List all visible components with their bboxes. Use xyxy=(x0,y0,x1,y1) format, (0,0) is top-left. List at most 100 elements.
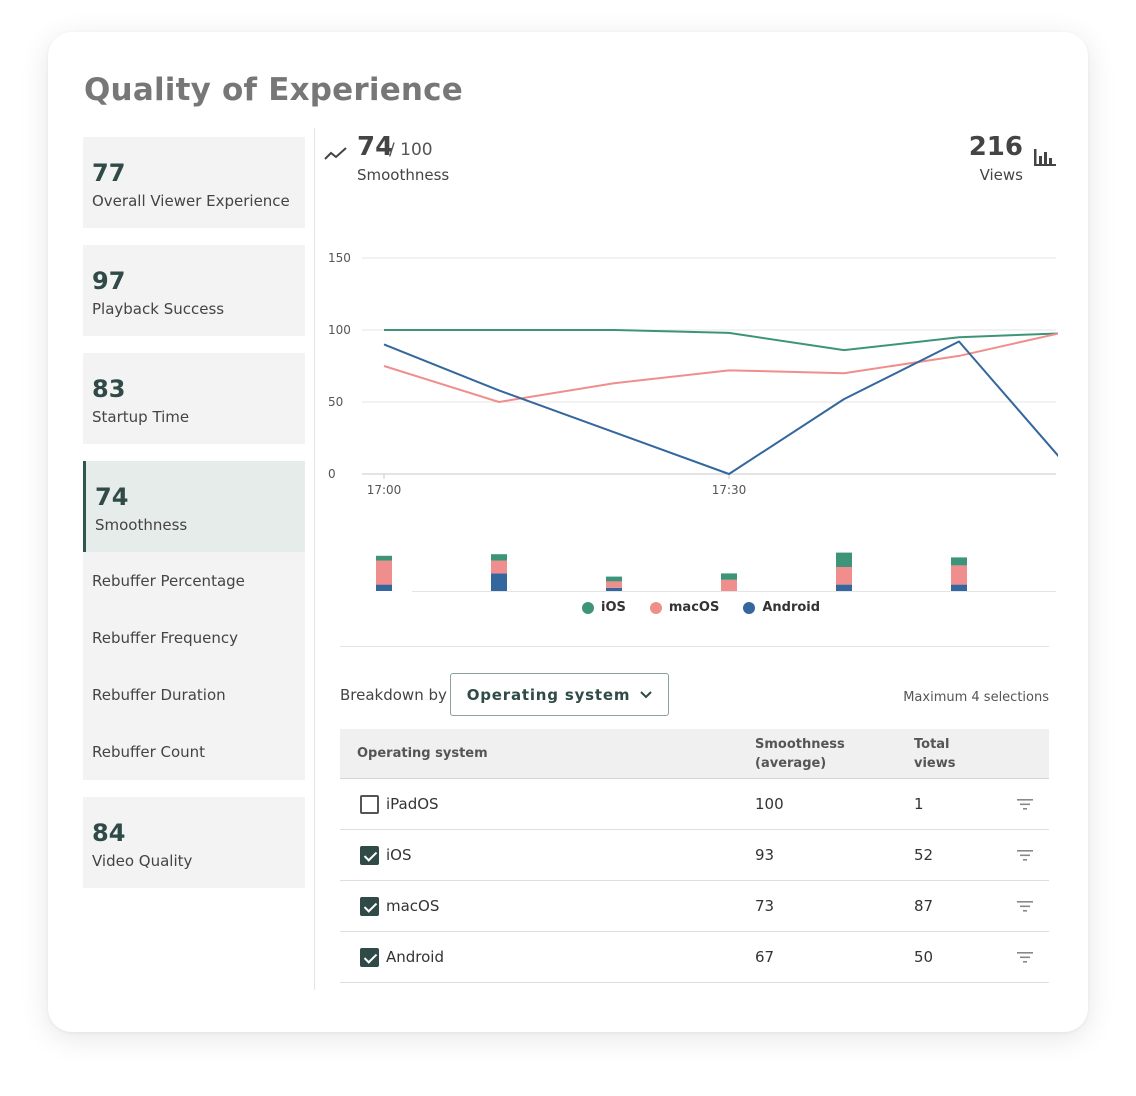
breakdown-dropdown[interactable]: Operating system xyxy=(450,673,669,716)
stacked-bar-ios xyxy=(606,576,622,582)
row-os-name: iPadOS xyxy=(386,795,439,813)
legend-dot xyxy=(743,601,756,614)
stacked-bar-macos xyxy=(951,565,967,585)
sidebar-card-value: 77 xyxy=(92,159,126,187)
stacked-bar-ios xyxy=(376,555,392,561)
series-line-macos xyxy=(383,332,1058,403)
y-tick-label: 150 xyxy=(328,251,351,265)
header-operating-system[interactable]: Operating system xyxy=(357,746,488,761)
sidebar-item-rebuffer-frequency[interactable]: Rebuffer Frequency xyxy=(92,629,238,647)
views-value: 216 xyxy=(968,132,1023,162)
row-smoothness: 100 xyxy=(755,795,784,813)
row-checkbox[interactable] xyxy=(360,897,379,916)
row-views: 87 xyxy=(914,897,934,915)
stacked-bar-macos xyxy=(721,579,737,591)
sidebar-item-rebuffer-percentage[interactable]: Rebuffer Percentage xyxy=(92,572,245,590)
y-tick-label: 50 xyxy=(328,395,343,409)
y-tick-label: 0 xyxy=(328,467,336,481)
stacked-bar-android xyxy=(376,584,392,591)
views-label: Views xyxy=(979,166,1023,184)
row-checkbox[interactable] xyxy=(360,948,379,967)
stacked-bar-android xyxy=(836,584,852,591)
legend-item-android[interactable]: Android xyxy=(743,600,820,615)
stacked-bar-ios xyxy=(491,554,507,561)
vertical-divider xyxy=(314,128,315,990)
stacked-bar-ios xyxy=(951,557,967,566)
row-checkbox[interactable] xyxy=(360,846,379,865)
sidebar-card-overall[interactable]: 77 Overall Viewer Experience xyxy=(83,137,305,228)
legend-label: Android xyxy=(762,600,821,615)
row-views: 52 xyxy=(914,846,934,864)
breakdown-label: Breakdown by xyxy=(340,686,447,704)
legend-dot xyxy=(582,601,594,614)
sidebar-card-startup[interactable]: 83 Startup Time xyxy=(83,353,305,444)
row-views: 50 xyxy=(914,948,934,966)
row-os-name: Android xyxy=(386,948,444,966)
sidebar-item-rebuffer-count[interactable]: Rebuffer Count xyxy=(92,743,206,761)
header-smoothness-line1: Smoothness xyxy=(755,737,845,752)
row-smoothness: 73 xyxy=(755,897,775,915)
metric-value: 74 xyxy=(357,132,394,162)
stacked-bar-android xyxy=(491,573,507,591)
legend-label: iOS xyxy=(601,600,626,615)
bar-chart-icon xyxy=(1034,149,1056,166)
row-smoothness: 93 xyxy=(755,846,775,864)
sidebar-card-value: 84 xyxy=(92,819,126,847)
stacked-bar-android xyxy=(951,584,967,591)
horizontal-divider xyxy=(340,646,1049,647)
sidebar-card-label: Playback Success xyxy=(92,300,225,318)
dropdown-value: Operating system xyxy=(466,685,631,704)
x-tick-label: 17:30 xyxy=(712,483,747,497)
stacked-bar-macos xyxy=(376,560,392,585)
sidebar-card-value: 74 xyxy=(95,483,129,511)
sidebar-card-value: 97 xyxy=(92,267,126,295)
filter-icon[interactable] xyxy=(1016,900,1034,913)
chart-legend: iOS macOS Android xyxy=(582,600,820,615)
row-checkbox[interactable] xyxy=(360,795,379,814)
legend-dot xyxy=(649,601,662,614)
header-smoothness[interactable]: Smoothness (average) xyxy=(755,735,845,773)
stacked-bar-macos xyxy=(491,560,507,574)
header-total-views[interactable]: Total views xyxy=(914,735,956,773)
sidebar-card-label: Smoothness xyxy=(95,516,188,534)
sidebar-card-video-quality[interactable]: 84 Video Quality xyxy=(83,797,305,888)
sidebar-card-label: Overall Viewer Experience xyxy=(92,192,290,210)
row-os-name: macOS xyxy=(386,897,440,915)
max-selections-note: Maximum 4 selections xyxy=(903,690,1049,705)
legend-item-macos[interactable]: macOS xyxy=(649,600,719,615)
legend-item-ios[interactable]: iOS xyxy=(582,600,626,615)
table-row: iOS 93 52 xyxy=(340,830,1049,881)
table-header: Operating system Smoothness (average) To… xyxy=(340,729,1049,779)
x-tick-label: 18:00 xyxy=(1057,483,1058,497)
y-tick-label: 100 xyxy=(328,323,351,337)
header-views-line2: views xyxy=(914,756,956,771)
row-os-name: iOS xyxy=(386,846,412,864)
table-row: iPadOS 100 1 xyxy=(340,779,1049,830)
stacked-bar-ios xyxy=(836,552,852,567)
header-smoothness-line2: (average) xyxy=(755,756,827,771)
stacked-bar-android xyxy=(606,587,622,591)
metric-denominator: / 100 xyxy=(389,140,433,160)
stacked-bar-macos xyxy=(606,581,622,588)
filter-icon[interactable] xyxy=(1016,951,1034,964)
sidebar-card-smoothness[interactable]: 74 Smoothness xyxy=(83,461,305,552)
sidebar-card-label: Startup Time xyxy=(92,408,190,426)
series-line-android xyxy=(383,340,1058,475)
header-views-line1: Total xyxy=(914,737,950,752)
chevron-down-icon xyxy=(640,690,652,698)
x-tick-label: 17:00 xyxy=(367,483,402,497)
sidebar-item-rebuffer-duration[interactable]: Rebuffer Duration xyxy=(92,686,226,704)
stacked-bar-macos xyxy=(836,567,852,585)
sidebar-card-playback[interactable]: 97 Playback Success xyxy=(83,245,305,336)
page-title: Quality of Experience xyxy=(84,72,463,108)
qoe-card: Quality of Experience 77 Overall Viewer … xyxy=(48,32,1088,1032)
table-row: macOS 73 87 xyxy=(340,881,1049,932)
filter-icon[interactable] xyxy=(1016,798,1034,811)
filter-icon[interactable] xyxy=(1016,849,1034,862)
smoothness-charts: 05010015017:0017:3018:0018:3019:0019:301… xyxy=(328,251,1058,592)
series-line-ios xyxy=(384,329,1058,352)
sidebar-card-label: Video Quality xyxy=(92,852,193,870)
metric-label: Smoothness xyxy=(357,166,450,184)
stacked-bar-ios xyxy=(721,573,737,580)
sidebar-card-value: 83 xyxy=(92,375,126,403)
